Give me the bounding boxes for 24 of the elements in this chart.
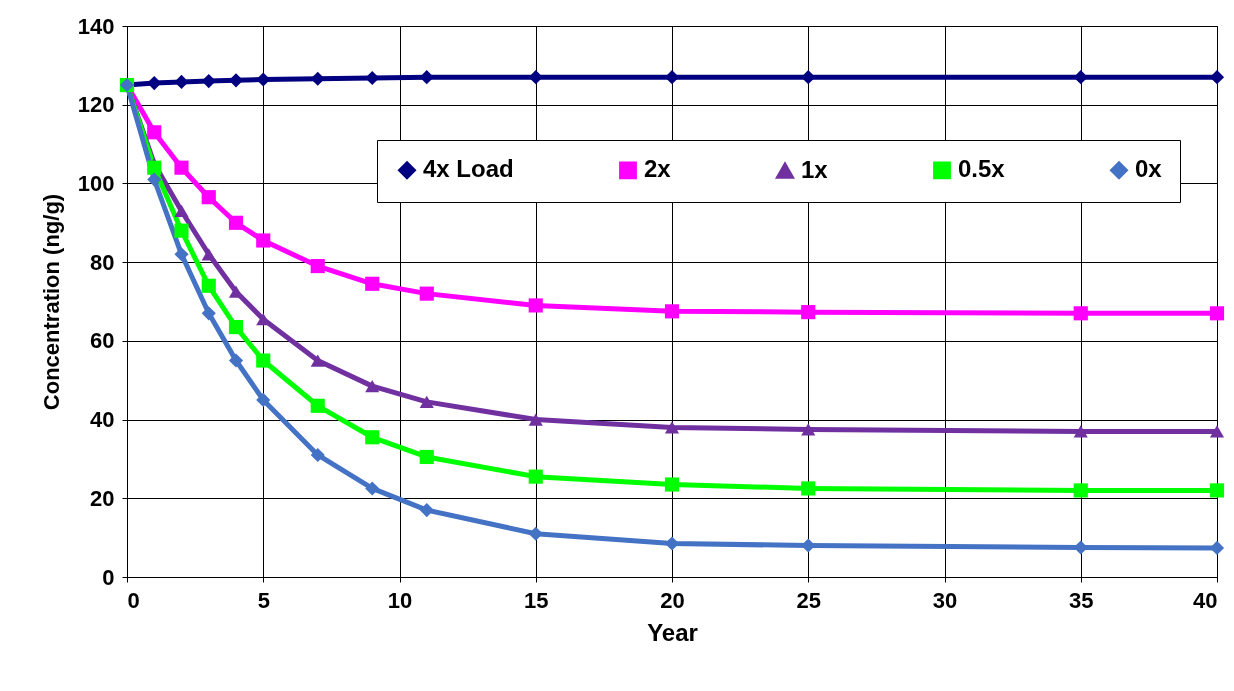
x-axis-title: Year: [647, 618, 698, 646]
y-tick-label: 60: [90, 328, 115, 354]
x-tick-label: 5: [257, 587, 270, 613]
legend-label: 0.5x: [958, 155, 1006, 183]
x-tick-label: 20: [660, 587, 685, 613]
y-axis-title: Concentration (ng/g): [38, 193, 64, 411]
legend-label: 0x: [1135, 155, 1163, 183]
y-tick-label: 100: [77, 170, 115, 196]
y-tick-label: 20: [90, 485, 115, 511]
y-tick-label: 80: [90, 249, 115, 275]
x-tick-label: 25: [796, 587, 821, 613]
y-tick-label: 0: [102, 564, 115, 590]
x-tick-label: 15: [524, 587, 549, 613]
x-tick-label: 40: [1193, 587, 1218, 613]
y-tick-label: 120: [77, 92, 115, 118]
x-tick-label: 30: [932, 587, 958, 613]
legend-label: 2x: [644, 155, 672, 183]
x-tick-label: 10: [387, 587, 413, 613]
legend-label: 1x: [801, 155, 829, 183]
legend-label: 4x Load: [423, 155, 514, 183]
x-tick-label: 35: [1069, 587, 1094, 613]
y-tick-label: 40: [90, 407, 115, 433]
x-tick-label: 0: [127, 587, 140, 613]
y-tick-label: 140: [77, 13, 115, 39]
